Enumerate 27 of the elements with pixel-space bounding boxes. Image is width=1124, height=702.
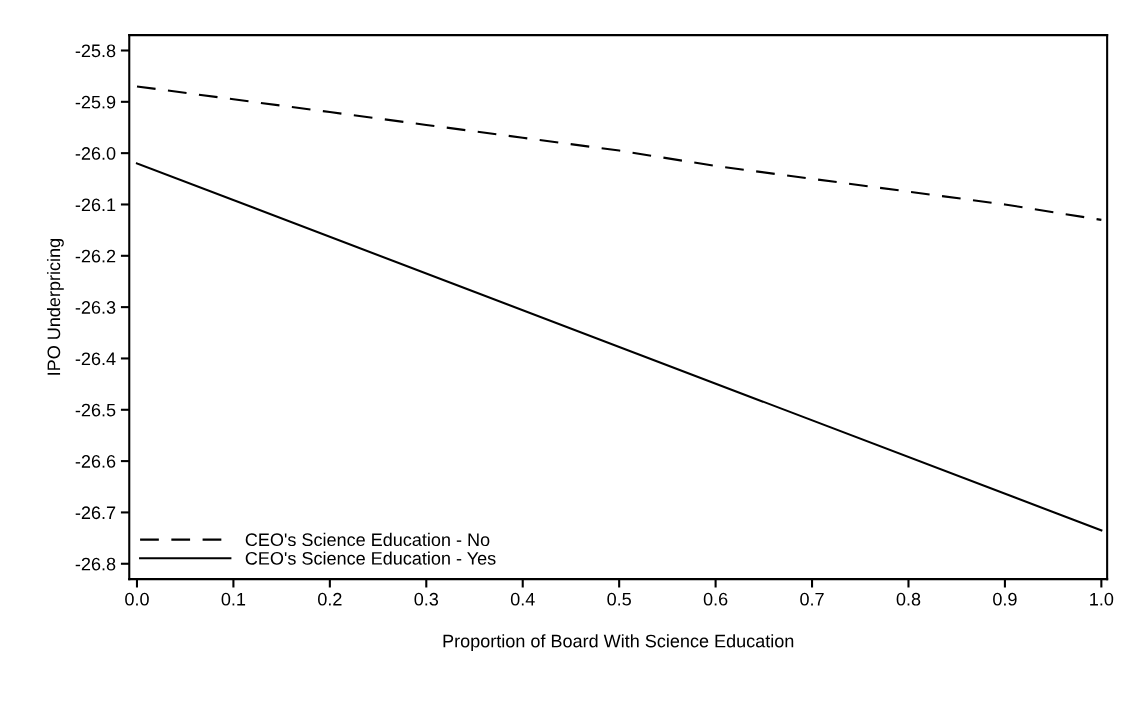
- y-tick-label: -26.1: [75, 198, 116, 212]
- x-tick-label: 1.0: [1090, 592, 1114, 606]
- x-tick-label: 0.9: [993, 592, 1017, 606]
- y-tick-label: -26.8: [75, 557, 116, 571]
- y-tick-label: -26.4: [75, 352, 116, 366]
- legend-label: CEO's Science Education - Yes: [245, 551, 496, 565]
- legend-label: CEO's Science Education - No: [245, 532, 490, 547]
- x-tick-label: 0.0: [125, 592, 149, 606]
- y-tick-label: -25.8: [75, 44, 116, 58]
- x-tick-label: 0.8: [896, 592, 921, 606]
- line-series: [135, 85, 1103, 221]
- y-axis-title: IPO Underpricing: [46, 239, 64, 375]
- y-tick-label: -26.5: [75, 403, 116, 417]
- y-tick-label: -26.2: [75, 249, 116, 263]
- x-tick-label: 0.2: [318, 592, 342, 606]
- y-tick-label: -25.9: [75, 95, 116, 109]
- x-axis-title: Proportion of Board With Science Education: [443, 634, 794, 652]
- y-tick-label: -26.7: [75, 506, 116, 520]
- x-tick-label: 0.7: [800, 592, 824, 606]
- x-tick-label: 0.3: [414, 592, 439, 606]
- x-tick-label: 0.1: [221, 592, 246, 606]
- y-tick-label: -26.3: [75, 301, 116, 314]
- x-tick-label: 0.4: [510, 592, 535, 606]
- x-tick-label: 0.5: [607, 592, 631, 606]
- y-tick-label: -26.6: [75, 455, 116, 468]
- x-tick-label: 0.6: [703, 592, 728, 606]
- y-tick-label: -26.0: [75, 147, 116, 160]
